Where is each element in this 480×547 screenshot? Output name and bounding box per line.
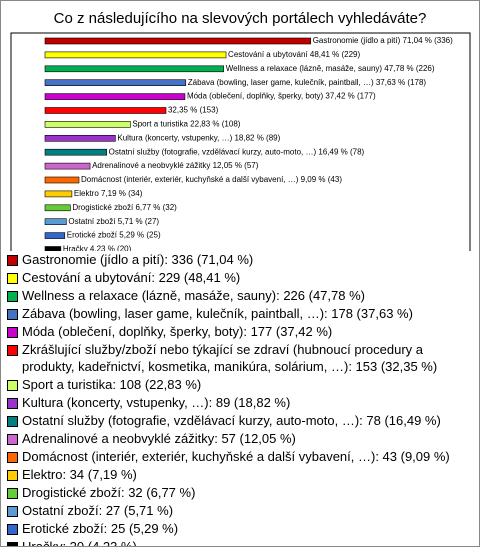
- value-label: Zábava (bowling, laser game, kulečník, p…: [188, 78, 427, 87]
- legend-label: Cestování a ubytování: 229 (48,41 %): [22, 270, 241, 285]
- legend-swatch: [7, 273, 18, 284]
- value-label: Cestování a ubytování 48,41 % (229): [228, 50, 360, 59]
- bar: [44, 176, 80, 184]
- legend-item: Zábava (bowling, laser game, kulečník, p…: [7, 306, 467, 323]
- bar: [44, 190, 73, 198]
- legend-label: Drogistické zboží: 32 (6,77 %): [22, 484, 196, 500]
- legend-label: Domácnost (interiér, exteriér, kuchyňské…: [22, 448, 450, 464]
- value-label: Sport a turistika 22,83 % (108): [132, 120, 240, 129]
- bar: [44, 79, 187, 86]
- chart-title: Co z následujícího na slevových portálec…: [54, 10, 427, 27]
- legend-label: Hračky: 20 (4,23 %): [22, 538, 137, 547]
- legend-swatch: [7, 397, 18, 409]
- bar: [44, 148, 107, 156]
- value-label: Wellness a relaxace (lázně, masáže, saun…: [226, 64, 435, 73]
- legend-swatch: [7, 451, 18, 463]
- legend-item: Erotické zboží: 25 (5,29 %): [7, 521, 467, 538]
- bar: [44, 162, 91, 170]
- bar: [44, 107, 167, 114]
- legend-item: Domácnost (interiér, exteriér, kuchyňské…: [7, 449, 467, 466]
- value-label: Erotické zboží 5,29 % (25): [67, 231, 161, 240]
- legend-swatch: [7, 541, 18, 546]
- legend-swatch: [7, 469, 18, 481]
- legend-swatch: [7, 505, 18, 517]
- legend-item: Cestování a ubytování: 229 (48,41 %): [7, 270, 467, 287]
- bar: [44, 204, 71, 212]
- value-label: Hračky 4,23 % (20): [63, 245, 132, 251]
- legend-item: Ostatní služby (fotografie, vzdělávací k…: [7, 413, 467, 430]
- legend-item: Wellness a relaxace (lázně, masáže, saun…: [7, 288, 467, 305]
- legend-item: Zkrášlující služby/zboží nebo týkající s…: [7, 342, 467, 375]
- value-label: 32,35 % (153): [168, 106, 219, 115]
- value-label: Elektro 7,19 % (34): [74, 189, 143, 198]
- legend-item: Adrenalinové a neobvyklé zážitky: 57 (12…: [7, 431, 467, 448]
- legend-label: Sport a turistika: 108 (22,83 %): [22, 376, 202, 392]
- legend-label: Elektro: 34 (7,19 %): [22, 466, 137, 482]
- legend-item: Hračky: 20 (4,23 %): [7, 538, 467, 547]
- bar: [44, 37, 311, 45]
- legend-swatch: [7, 487, 18, 499]
- legend-label: Ostatní zboží: 27 (5,71 %): [22, 502, 174, 518]
- legend-swatch: [7, 379, 18, 391]
- bar: [44, 232, 66, 239]
- legend-label: Gastronomie (jídlo a pití): 336 (71,04 %…: [22, 252, 254, 267]
- legend-swatch: [7, 255, 18, 266]
- bar: [44, 246, 62, 251]
- legend-swatch: [7, 433, 18, 445]
- bar: [44, 65, 224, 73]
- legend-label: Zkrášlující služby/zboží nebo týkající s…: [22, 342, 438, 374]
- bar: [44, 121, 131, 128]
- plot-frame: [10, 32, 471, 251]
- legend-label: Erotické zboží: 25 (5,29 %): [22, 520, 179, 536]
- legend-swatch: [7, 291, 18, 302]
- legend-label: Adrenalinové a neobvyklé zážitky: 57 (12…: [22, 430, 296, 446]
- bar: [44, 51, 227, 59]
- legend-label: Kultura (koncerty, vstupenky, …): 89 (18…: [22, 394, 291, 410]
- value-label: Drogistické zboží 6,77 % (32): [72, 203, 177, 212]
- legend-item: Ostatní zboží: 27 (5,71 %): [7, 503, 467, 520]
- legend-label: Ostatní služby (fotografie, vzdělávací k…: [22, 412, 441, 428]
- legend-item: Elektro: 34 (7,19 %): [7, 467, 467, 484]
- legend-label: Móda (oblečení, doplňky, šperky, boty): …: [22, 324, 333, 339]
- value-label: Móda (oblečení, doplňky, šperky, boty) 3…: [187, 92, 376, 101]
- legend-swatch: [7, 415, 18, 427]
- legend-item: Kultura (koncerty, vstupenky, …): 89 (18…: [7, 395, 467, 412]
- legend-swatch: [7, 523, 18, 535]
- legend-item: Sport a turistika: 108 (22,83 %): [7, 377, 467, 394]
- value-label: Kultura (koncerty, vstupenky, …) 18,82 %…: [117, 133, 280, 142]
- legend-swatch: [7, 327, 18, 338]
- bar: [44, 93, 186, 100]
- legend: Gastronomie (jídlo a pití): 336 (71,04 %…: [7, 252, 467, 547]
- legend-swatch: [7, 309, 18, 320]
- value-label: Ostatní zboží 5,71 % (27): [68, 217, 159, 226]
- legend-item: Gastronomie (jídlo a pití): 336 (71,04 %…: [7, 252, 467, 269]
- bar: [44, 218, 67, 225]
- value-label: Adrenalinové a neobvyklé zážitky 12,05 %…: [92, 161, 259, 170]
- value-label: Ostatní služby (fotografie, vzdělávací k…: [109, 147, 365, 156]
- legend-item: Móda (oblečení, doplňky, šperky, boty): …: [7, 324, 467, 341]
- legend-swatch: [7, 345, 18, 356]
- legend-label: Zábava (bowling, laser game, kulečník, p…: [22, 306, 413, 321]
- legend-label: Wellness a relaxace (lázně, masáže, saun…: [22, 288, 365, 303]
- value-label: Gastronomie (jídlo a pití) 71,04 % (336): [313, 36, 453, 45]
- legend-item: Drogistické zboží: 32 (6,77 %): [7, 485, 467, 502]
- value-label: Domácnost (interiér, exteriér, kuchyňské…: [81, 175, 342, 184]
- bar: [44, 135, 116, 142]
- chart: Co z následujícího na slevových portálec…: [10, 10, 471, 251]
